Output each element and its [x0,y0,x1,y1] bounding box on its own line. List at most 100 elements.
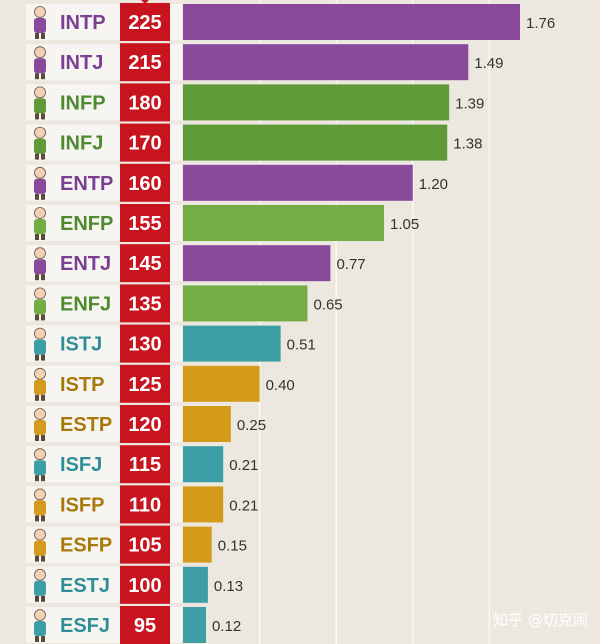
score-label: 170 [128,133,161,155]
figure-body [34,460,46,476]
figure-leg-right [41,234,45,240]
figure-head [34,528,46,541]
character-figure-icon [34,327,46,361]
value-label: 0.13 [214,578,243,595]
type-label: INTP [60,12,106,34]
bar [183,124,448,161]
bar [183,446,224,483]
type-label: ISTJ [60,334,102,356]
figure-leg-left [35,314,39,321]
figure-body [34,580,46,596]
score-box [120,525,170,564]
score-box [120,485,170,524]
figure-head [34,166,46,179]
score-label: 105 [128,535,161,557]
figure-head [34,6,46,18]
figure-leg-left [35,394,39,401]
figure-body [34,178,46,194]
bar [183,406,231,442]
value-label: 1.05 [390,216,419,233]
character-figure-icon [34,6,46,39]
character-figure-icon [34,287,46,321]
figure-head [34,367,46,380]
score-label: 225 [128,12,161,34]
score-box [120,83,170,122]
figure-leg-left [35,595,39,602]
figure-body [34,259,46,275]
character-figure-icon [34,207,46,240]
character-figure-icon [34,86,46,120]
score-box [120,405,170,443]
type-label: INFJ [60,133,103,155]
character-figure-icon [34,568,46,602]
chart-row: ESFJ 95 0.12 [26,606,241,644]
type-label: ISTP [60,374,104,396]
bar [183,566,208,603]
figure-leg-left [35,153,39,160]
figure-leg-right [41,314,45,321]
score-box [120,606,170,644]
watermark: 知乎 @切克闹 [493,611,588,629]
score-box [120,284,170,323]
type-label: ENFJ [60,293,111,315]
score-box [120,565,170,604]
figure-leg-left [35,636,39,642]
character-figure-icon [34,126,46,160]
figure-body [34,540,46,556]
type-label: ISFJ [60,454,102,476]
type-label: ENTJ [60,253,111,275]
figure-leg-left [35,234,39,240]
bar [183,205,385,241]
value-label: 1.76 [526,15,555,32]
bar [183,285,308,322]
chart-row: ENFJ 135 0.65 [26,284,343,323]
figure-head [34,448,46,461]
score-label: 130 [128,334,161,356]
score-label: 125 [128,374,161,396]
figure-leg-left [35,113,39,120]
character-figure-icon [34,367,46,401]
figure-head [34,247,46,260]
chart-row: ESTP 120 0.25 [26,405,266,443]
chart-row: ESFP 105 0.15 [26,525,247,564]
character-figure-icon [34,609,46,642]
figure-leg-left [35,354,39,361]
value-label: 0.25 [237,417,266,434]
watermark-text: 知乎 @切克闹 [493,611,588,629]
chart-row: ISTJ 130 0.51 [26,324,316,363]
score-column-marker-icon [141,0,149,4]
score-label: 115 [129,454,161,476]
figure-head [34,327,46,340]
bar [183,44,469,81]
score-box [120,163,170,202]
figure-leg-left [35,555,39,562]
value-label: 1.38 [453,136,482,153]
score-box [120,123,170,162]
score-box [120,204,170,242]
figure-leg-left [35,193,39,200]
value-label: 0.15 [218,538,247,555]
value-label: 0.21 [229,497,258,514]
type-label: ESFP [60,535,112,557]
figure-leg-right [41,354,45,361]
figure-body [34,379,46,395]
figure-head [34,207,46,219]
figure-body [34,339,46,355]
figure-leg-left [35,33,39,39]
figure-body [34,420,46,435]
figure-body [34,299,46,315]
bar [183,486,224,523]
score-box [120,3,170,41]
figure-leg-right [41,435,45,441]
bar [183,607,206,643]
figure-head [34,568,46,581]
type-label: INTJ [60,52,103,74]
type-label: ESTJ [60,575,110,597]
chart-row: ISFJ 115 0.21 [26,445,258,484]
chart-row: ISFP 110 0.21 [26,485,258,524]
type-label: ENFP [60,213,113,235]
figure-leg-left [35,73,39,80]
character-figure-icon [34,46,46,80]
figure-leg-left [35,274,39,281]
